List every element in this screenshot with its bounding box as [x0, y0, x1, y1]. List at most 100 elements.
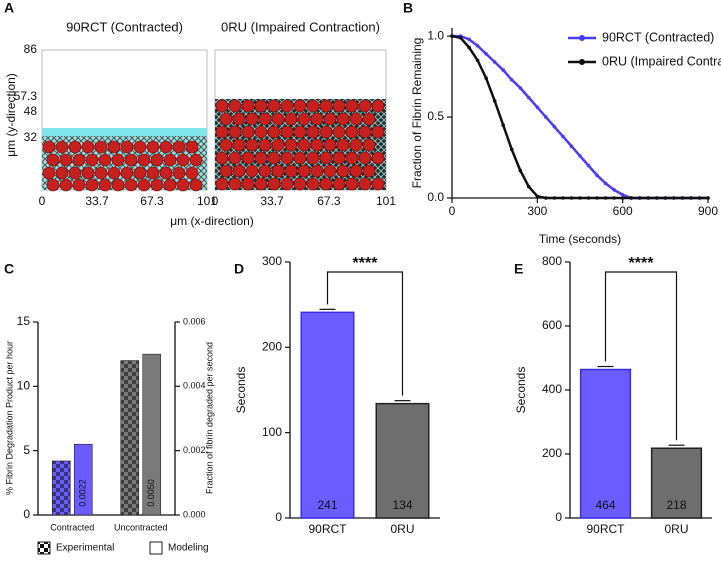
- bar-pattern: [120, 360, 139, 515]
- red-blood-cell: [219, 138, 233, 152]
- red-blood-cell: [293, 125, 307, 139]
- significance-label: ****: [629, 255, 655, 272]
- legend-label: 90RCT (Contracted): [602, 30, 714, 44]
- red-blood-cell: [81, 140, 95, 154]
- red-blood-cell: [358, 99, 372, 113]
- point: [595, 173, 599, 178]
- red-blood-cell: [98, 153, 112, 167]
- red-blood-cell: [189, 178, 203, 192]
- y-tick-label: 0: [23, 507, 30, 521]
- point: [706, 196, 710, 200]
- point: [620, 196, 625, 200]
- red-blood-cell: [68, 140, 82, 154]
- red-blood-cell: [358, 177, 372, 191]
- red-blood-cell: [137, 153, 151, 167]
- axis-label: Time (seconds): [539, 232, 621, 246]
- panel-title: 0RU (Impaired Contraction): [221, 19, 380, 34]
- x-tick-label: 900: [698, 204, 718, 218]
- point: [450, 34, 454, 38]
- red-blood-cell: [215, 151, 229, 165]
- y-tick-label: 32: [24, 130, 38, 144]
- red-blood-cell: [94, 140, 108, 154]
- bar: [300, 311, 355, 519]
- red-blood-cell: [306, 151, 320, 165]
- point: [603, 196, 608, 200]
- red-blood-cell: [358, 125, 372, 139]
- panel-title: 90RCT (Contracted): [66, 19, 183, 34]
- red-blood-cell: [215, 177, 229, 191]
- red-blood-cell: [267, 151, 281, 165]
- point: [663, 196, 668, 200]
- bar: [375, 402, 430, 519]
- bar: [73, 443, 93, 516]
- value-label: 464: [595, 498, 615, 512]
- red-blood-cell: [150, 178, 164, 192]
- point: [569, 144, 574, 148]
- red-blood-cell: [297, 164, 311, 178]
- red-blood-cell: [120, 140, 134, 154]
- red-blood-cell: [258, 164, 272, 178]
- panel-letter: D: [234, 261, 244, 277]
- red-blood-cell: [85, 153, 99, 167]
- y-tick-label: 300: [262, 254, 282, 268]
- point: [689, 196, 693, 200]
- red-blood-cell: [254, 99, 268, 113]
- legend-label: Modeling: [168, 543, 209, 554]
- x-tick-label: 67.3: [140, 194, 164, 208]
- red-blood-cell: [371, 177, 385, 191]
- x-tick-label: 67.3: [317, 194, 341, 208]
- y-tick-label: 400: [542, 382, 562, 396]
- point: [552, 124, 557, 129]
- y-tick-label: 1.0: [427, 28, 444, 42]
- panel-letter: A: [4, 0, 14, 16]
- red-blood-cell: [306, 99, 320, 113]
- value-label: 0.0022: [78, 479, 88, 507]
- point: [561, 196, 565, 200]
- axis-label: μm (x-direction): [170, 214, 254, 228]
- red-blood-cell: [297, 138, 311, 152]
- red-blood-cell: [163, 153, 177, 167]
- significance-bracket: [326, 271, 404, 396]
- legend-swatch: [37, 541, 51, 555]
- red-blood-cell: [55, 140, 69, 154]
- point: [578, 196, 582, 200]
- y-tick-label: 200: [542, 446, 562, 460]
- point: [672, 196, 676, 200]
- red-blood-cell: [228, 151, 242, 165]
- x-tick-label: 300: [527, 204, 547, 218]
- red-blood-cell: [120, 166, 134, 180]
- red-blood-cell: [55, 166, 69, 180]
- red-blood-cell: [111, 153, 125, 167]
- point: [458, 35, 463, 40]
- red-blood-cell: [332, 177, 346, 191]
- red-blood-cell: [310, 112, 324, 126]
- y-tick-label: 48: [24, 104, 38, 118]
- red-blood-cell: [46, 178, 60, 192]
- red-blood-cell: [146, 140, 160, 154]
- x-tick-label: 33.7: [260, 194, 284, 208]
- x-tick-label: 600: [613, 204, 633, 218]
- axis-label: Fraction of Fibrin Remaining: [410, 38, 424, 189]
- point: [552, 196, 557, 200]
- axis-label: % Fibrin Degradation Product per hour: [4, 341, 14, 495]
- legend-marker: [579, 59, 585, 65]
- red-blood-cell: [362, 112, 376, 126]
- red-blood-cell: [245, 112, 259, 126]
- point: [586, 196, 591, 200]
- y-tick-label: 100: [262, 425, 282, 439]
- red-blood-cell: [150, 153, 164, 167]
- red-blood-cell: [358, 151, 372, 165]
- x-tick-label: Contracted: [50, 522, 94, 532]
- red-blood-cell: [254, 177, 268, 191]
- point: [629, 196, 633, 200]
- panel-letter: C: [4, 261, 14, 277]
- red-blood-cell: [245, 138, 259, 152]
- red-blood-cell: [59, 153, 73, 167]
- red-blood-cell: [232, 164, 246, 178]
- point: [620, 192, 625, 197]
- point: [535, 194, 540, 199]
- x-tick-label: 0: [449, 204, 456, 218]
- x-tick-label: 0RU: [390, 522, 414, 536]
- x-tick-label: 90RCT: [308, 522, 347, 536]
- bar-pattern: [52, 460, 71, 515]
